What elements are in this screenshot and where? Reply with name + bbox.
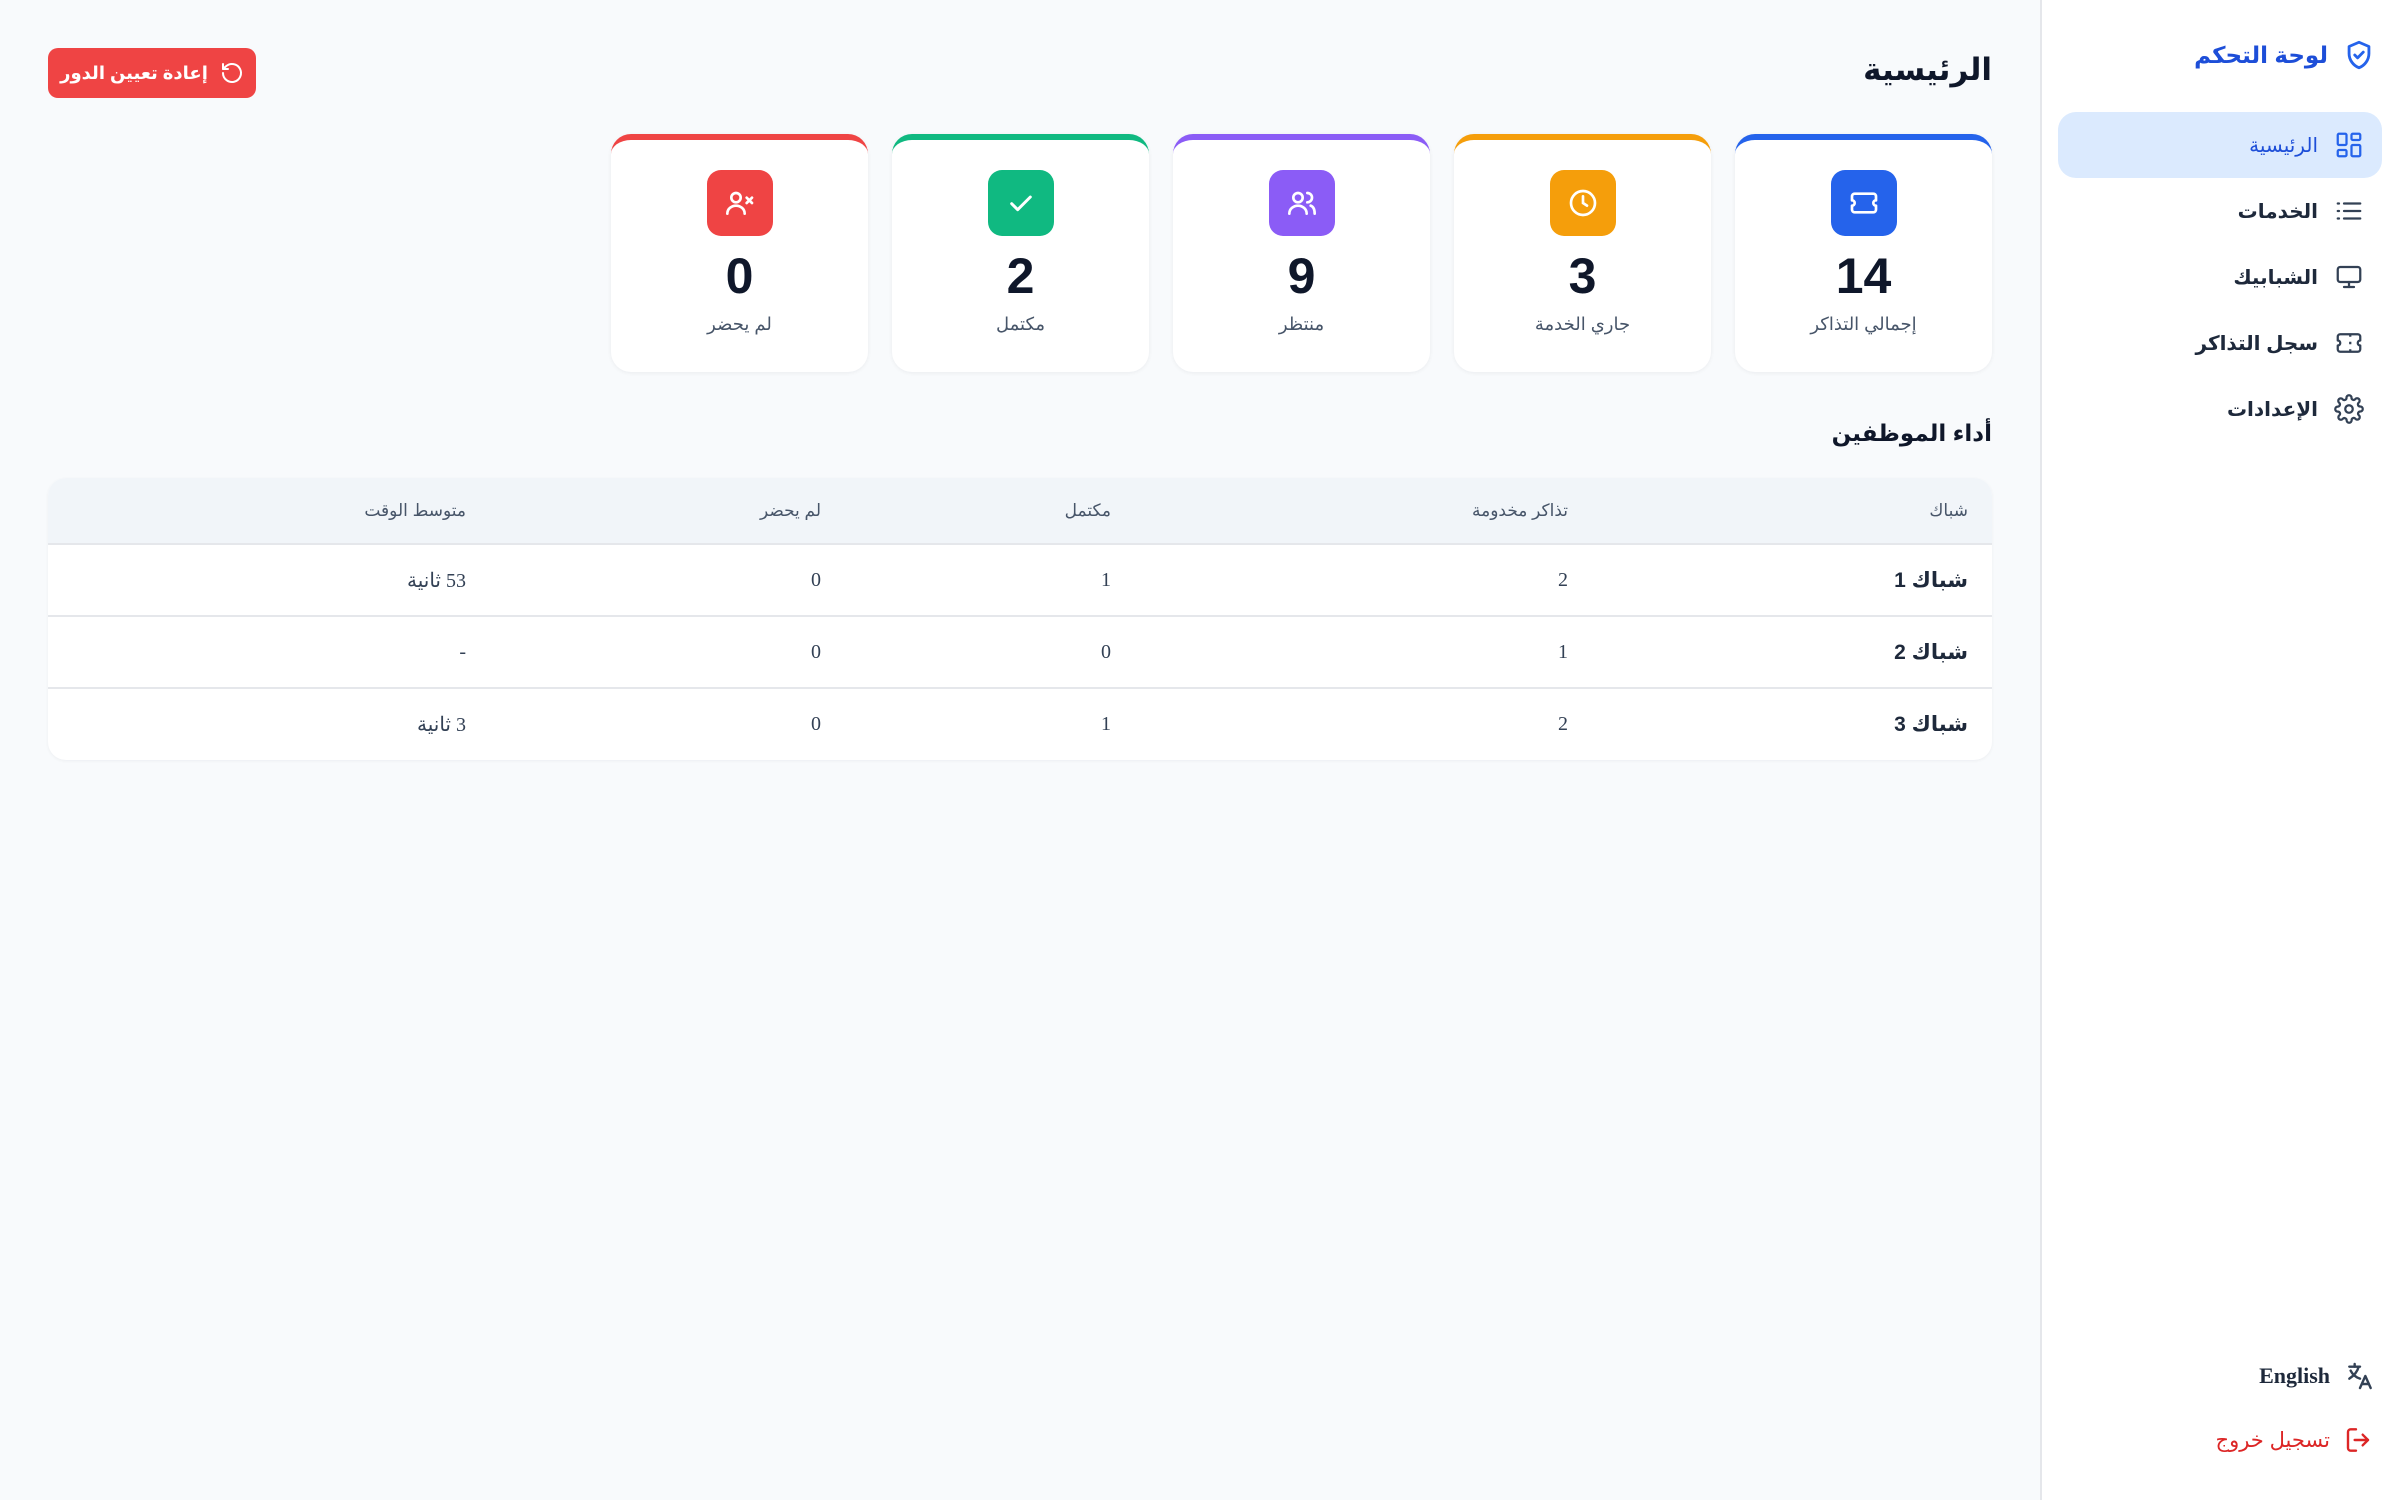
table-cell: 1 bbox=[1558, 640, 1568, 663]
language-label: English bbox=[2259, 1363, 2330, 1388]
gear-icon bbox=[2334, 394, 2364, 424]
sidebar-item-label: سجل التذاكر bbox=[2195, 332, 2319, 355]
grid-icon bbox=[2336, 132, 2362, 158]
stat-icon-wrap bbox=[1268, 170, 1335, 236]
refresh-icon bbox=[221, 63, 242, 83]
table-row: شباك 2 1 0 0 - bbox=[48, 616, 1992, 688]
table-cell: 1 bbox=[1101, 568, 1111, 591]
section-title: أداء الموظفين bbox=[1831, 420, 1992, 446]
sidebar-item-ticket-log[interactable]: سجل التذاكر bbox=[2058, 310, 2382, 376]
stat-card-no-show: 0 لم يحضر bbox=[611, 134, 868, 372]
stat-label: إجمالي التذاكر bbox=[1810, 313, 1917, 334]
table-cell: 2 bbox=[1558, 713, 1568, 735]
stat-label: مكتمل bbox=[995, 313, 1046, 334]
sidebar-item-label: الإعدادات bbox=[2226, 398, 2318, 421]
column-header: تذاكر مخدومة bbox=[1471, 500, 1568, 520]
table-cell: 0 bbox=[1101, 640, 1111, 663]
sidebar-item-services[interactable]: الخدمات bbox=[2058, 178, 2382, 244]
logout-button[interactable]: تسجيل خروج bbox=[2216, 1424, 2376, 1456]
stat-label: جاري الخدمة bbox=[1534, 313, 1631, 334]
table-row: شباك 3 2 1 0 3 ثانية bbox=[48, 688, 1992, 760]
sidebar-item-home[interactable]: الرئيسية bbox=[2058, 112, 2382, 178]
stat-value: 2 bbox=[1006, 248, 1035, 304]
column-header: متوسط الوقت bbox=[364, 500, 466, 520]
table-cell: 53 ثانية bbox=[407, 569, 466, 592]
sidebar-item-label: الشبابيك bbox=[2233, 266, 2318, 289]
stat-icon-wrap bbox=[987, 170, 1054, 236]
stat-card-total-tickets: 14 إجمالي التذاكر bbox=[1735, 134, 1992, 372]
table-cell: 0 bbox=[811, 713, 821, 735]
page-title: الرئيسية bbox=[1863, 52, 1992, 87]
ticket-icon bbox=[2336, 333, 2362, 353]
table-header-row: شباك تذاكر مخدومة مكتمل لم يحضر متوسط ال… bbox=[48, 478, 1992, 544]
table-row: شباك 1 2 1 0 53 ثانية bbox=[48, 544, 1992, 616]
list-icon bbox=[2336, 202, 2362, 220]
stat-value: 0 bbox=[725, 248, 754, 304]
ticket-icon bbox=[1850, 192, 1877, 214]
stat-icon-wrap bbox=[1549, 170, 1616, 236]
table-cell: 1 bbox=[1101, 713, 1111, 735]
table-cell: 0 bbox=[811, 640, 821, 663]
table-cell: 2 bbox=[1558, 568, 1568, 591]
users-icon bbox=[1287, 191, 1316, 215]
reset-queue-label: إعادة تعيين الدور bbox=[60, 62, 208, 83]
shield-check-icon bbox=[2347, 40, 2371, 70]
brand[interactable]: لوحة التحكم bbox=[2194, 38, 2376, 72]
stat-card-completed: 2 مكتمل bbox=[892, 134, 1149, 372]
column-header: مكتمل bbox=[1064, 500, 1111, 520]
stat-value: 9 bbox=[1287, 248, 1316, 304]
logout-label: تسجيل خروج bbox=[2215, 1428, 2330, 1452]
stat-card-waiting: 9 منتظر bbox=[1173, 134, 1430, 372]
stat-icon-wrap bbox=[706, 170, 773, 236]
table-cell: شباك 3 bbox=[1894, 713, 1968, 736]
sidebar-item-counters[interactable]: الشبابيك bbox=[2058, 244, 2382, 310]
stat-value: 3 bbox=[1568, 248, 1597, 304]
stat-label: لم يحضر bbox=[707, 313, 772, 334]
sidebar: لوحة التحكم الرئيسية الخدمات الشبابيك bbox=[2040, 0, 2400, 1500]
check-icon bbox=[1009, 195, 1032, 212]
language-toggle[interactable]: English bbox=[2259, 1360, 2376, 1392]
stat-label: منتظر bbox=[1278, 313, 1325, 334]
table-cell: 3 ثانية bbox=[417, 714, 466, 736]
sidebar-item-settings[interactable]: الإعدادات bbox=[2058, 376, 2382, 442]
stat-icon-wrap bbox=[1830, 170, 1897, 236]
translate-icon bbox=[2348, 1362, 2372, 1390]
reset-queue-button[interactable]: إعادة تعيين الدور bbox=[48, 48, 256, 98]
clock-icon bbox=[1569, 189, 1596, 217]
stat-card-in-service: 3 جاري الخدمة bbox=[1454, 134, 1711, 372]
table-cell: 0 bbox=[811, 568, 821, 591]
sidebar-item-label: الخدمات bbox=[2237, 200, 2318, 223]
brand-title: لوحة التحكم bbox=[2194, 41, 2328, 68]
logout-icon bbox=[2346, 1428, 2370, 1452]
main-content: الرئيسية إعادة تعيين الدور 14 إجمالي الت… bbox=[48, 0, 1992, 1500]
column-header: شباك bbox=[1929, 500, 1968, 520]
performance-table: شباك تذاكر مخدومة مكتمل لم يحضر متوسط ال… bbox=[48, 478, 1992, 760]
column-header: لم يحضر bbox=[759, 500, 821, 520]
stat-value: 14 bbox=[1835, 248, 1892, 304]
monitor-icon bbox=[2336, 265, 2362, 289]
user-x-icon bbox=[725, 191, 753, 215]
sidebar-item-label: الرئيسية bbox=[2249, 134, 2318, 157]
table-cell: شباك 2 bbox=[1894, 640, 1968, 664]
sidebar-nav: الرئيسية الخدمات الشبابيك سجل التذاكر bbox=[2058, 112, 2382, 442]
stats-row: 14 إجمالي التذاكر 3 جاري الخدمة 9 منتظر bbox=[611, 134, 1992, 372]
table-cell: شباك 1 bbox=[1894, 568, 1968, 592]
table-cell: - bbox=[459, 640, 466, 663]
